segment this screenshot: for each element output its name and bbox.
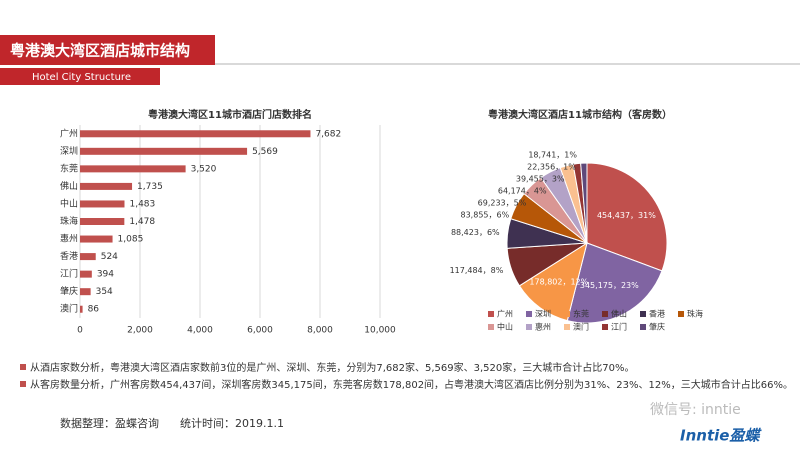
data-label: 18,741，1%: [528, 151, 577, 160]
pie-slice: [518, 241, 588, 322]
legend-swatch: [564, 311, 570, 317]
legend-swatch: [488, 311, 494, 317]
legend-swatch: [526, 324, 532, 330]
data-label: 178,802，12%: [529, 277, 588, 286]
legend-label: 佛山: [611, 309, 627, 319]
y-tick-label: 东莞: [60, 162, 78, 174]
pie-slice: [566, 242, 663, 324]
data-label: 3,520: [191, 164, 217, 174]
legend-label: 中山: [497, 322, 513, 332]
data-label: 345,175，23%: [580, 281, 639, 290]
bar: [80, 218, 125, 225]
legend-swatch: [602, 311, 608, 317]
footer-source: 数据整理：盈蝶咨询: [60, 416, 159, 430]
bar: [80, 165, 186, 173]
page-subtitle: Hotel City Structure: [32, 72, 131, 83]
x-tick-label: 0: [77, 326, 83, 336]
legend-swatch: [640, 324, 646, 330]
y-tick-label: 广州: [60, 127, 78, 139]
data-label: 1,483: [129, 199, 155, 209]
data-label: 354: [96, 287, 113, 297]
legend-label: 香港: [649, 309, 665, 319]
chart-title: 粤港澳大湾区酒店11城市结构（客房数）: [488, 108, 672, 121]
pie-slice: [586, 162, 668, 272]
chart-title: 粤港澳大湾区11城市酒店门店数排名: [148, 108, 312, 121]
pie-slice: [580, 162, 588, 244]
data-label: 88,423，6%: [451, 228, 500, 237]
bar: [80, 182, 133, 190]
data-label: 86: [88, 305, 100, 315]
y-tick-label: 澳门: [60, 303, 78, 315]
y-tick-label: 中山: [60, 197, 78, 209]
data-label: 7,682: [315, 129, 341, 139]
legend-swatch: [640, 311, 646, 317]
bar: [80, 253, 96, 261]
data-label: 5,569: [252, 147, 278, 157]
footer-date: 统计时间：2019.1.1: [180, 417, 284, 430]
data-label: 454,437，31%: [597, 211, 656, 220]
bar: [80, 270, 92, 278]
data-label: 83,855，6%: [461, 211, 510, 220]
bullet: [20, 381, 26, 387]
bar: [80, 305, 83, 313]
legend-swatch: [488, 324, 494, 330]
x-tick-label: 6,000: [247, 326, 273, 336]
y-tick-label: 深圳: [60, 146, 78, 157]
y-tick-label: 香港: [60, 250, 78, 262]
legend-swatch: [564, 324, 570, 330]
legend-label: 肇庆: [649, 322, 665, 332]
bar: [80, 130, 311, 138]
x-tick-label: 10,000: [364, 326, 396, 336]
legend-label: 惠州: [535, 322, 551, 332]
data-label: 394: [97, 270, 114, 280]
note: 从客房数量分析，广州客房数454,437间，深圳客房数345,175间，东莞客房…: [30, 378, 793, 391]
data-label: 22,356，1%: [527, 163, 576, 172]
bar: [80, 200, 125, 208]
x-tick-label: 8,000: [307, 326, 333, 336]
data-label: 69,233，5%: [478, 199, 527, 208]
legend-label: 珠海: [687, 309, 703, 319]
y-tick-label: 惠州: [60, 233, 78, 245]
x-tick-label: 2,000: [127, 326, 153, 336]
title-rule: [215, 63, 800, 65]
data-label: 524: [101, 252, 118, 262]
logo: Inntie盈蝶: [680, 427, 762, 445]
legend-swatch: [678, 311, 684, 317]
legend-swatch: [602, 324, 608, 330]
bullet: [20, 364, 26, 370]
data-label: 39,455，3%: [516, 175, 565, 184]
data-label: 1,478: [129, 217, 155, 227]
y-tick-label: 佛山: [60, 180, 78, 192]
note: 从酒店家数分析，粤港澳大湾区酒店家数前3位的是广州、深圳、东莞，分别为7,682…: [30, 361, 634, 374]
y-tick-label: 肇庆: [60, 285, 78, 297]
bar: [80, 235, 113, 243]
legend-label: 广州: [497, 309, 513, 319]
bar: [80, 147, 248, 155]
x-tick-label: 4,000: [187, 326, 213, 336]
watermark: 微信号: inntie: [650, 402, 741, 418]
legend-label: 江门: [611, 322, 627, 332]
y-tick-label: 江门: [60, 268, 78, 280]
data-label: 64,174，4%: [498, 187, 547, 196]
page-title: 粤港澳大湾区酒店城市结构: [10, 42, 190, 60]
title-band: [0, 35, 215, 65]
legend-label: 深圳: [535, 309, 551, 319]
y-tick-label: 珠海: [60, 215, 78, 227]
data-label: 1,735: [137, 182, 163, 192]
data-label: 117,484，8%: [450, 266, 504, 275]
subtitle-band: [0, 68, 160, 85]
legend-label: 澳门: [573, 322, 589, 332]
legend-label: 东莞: [573, 309, 589, 319]
data-label: 1,085: [118, 235, 144, 245]
bar: [80, 288, 91, 296]
legend-swatch: [526, 311, 532, 317]
